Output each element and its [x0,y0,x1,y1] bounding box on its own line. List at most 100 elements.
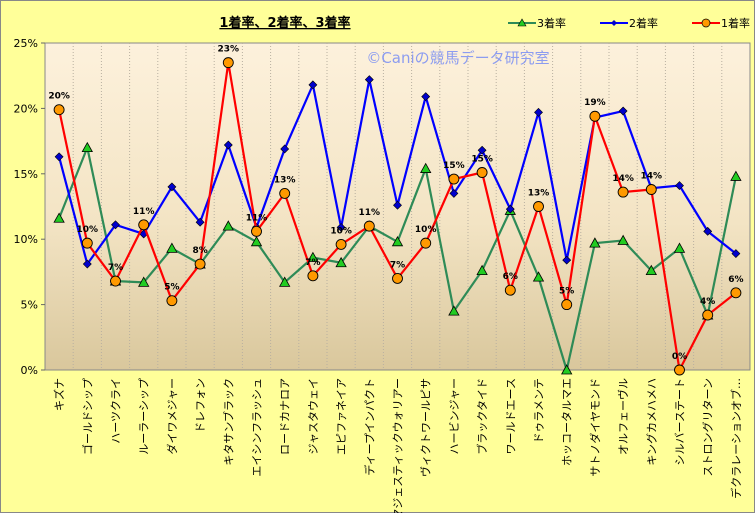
data-label: 8% [192,246,207,256]
watermark: ©Caniの競馬データ研究室 [366,49,549,67]
legend-label: 2着率 [629,16,658,30]
x-tick-label: マジェスティックウォリアー [392,378,405,513]
legend-diamond-icon [611,20,617,26]
data-point-triangle [166,242,178,253]
data-point-diamond [393,200,402,210]
x-tick-label: ダイワメジャー [165,378,179,454]
x-tick-label: ドレフォン [194,378,207,433]
data-point-circle [420,237,432,249]
x-tick-label: ロードカナロア [279,378,292,455]
data-point-triangle [391,235,404,247]
x-tick-label: キズナ [52,378,66,411]
data-point-diamond [618,106,628,116]
data-point-triangle [307,251,319,262]
data-point-circle [81,237,93,249]
data-label: 6% [503,272,518,282]
data-point-triangle [53,212,65,223]
data-label: 7% [108,263,123,273]
data-label: 10% [330,226,352,236]
x-tick-label: ハーツクライ [110,378,123,444]
data-label: 14% [641,171,663,181]
data-point-triangle [532,271,545,282]
data-point-circle [194,258,206,270]
data-label: 6% [728,275,743,285]
data-point-diamond [534,107,543,117]
x-tick-label: ストロングリターン [701,378,715,476]
data-point-circle [617,186,629,198]
data-point-circle [307,270,319,282]
data-point-circle [561,299,573,311]
x-tick-label: ジャスタウェイ [307,378,320,454]
data-point-circle [110,275,121,287]
data-point-circle [674,364,685,376]
x-tick-label: ハービンジャー [448,378,461,454]
data-label: 19% [584,98,606,108]
x-tick-label: キングカメハメハ [644,378,658,466]
x-tick-label: ヴィクトワールピサ [419,378,433,477]
data-label: 7% [390,260,405,270]
data-point-diamond [82,259,92,269]
data-point-diamond [223,140,233,150]
y-tick-label: 10% [14,233,38,246]
data-label: 13% [528,189,550,199]
legend-label: 3着率 [537,16,566,30]
x-tick-label: ゴールドシップ [80,378,94,455]
data-point-diamond [54,152,64,162]
x-tick-label: キタサンブラック [221,378,235,466]
data-point-circle [222,57,234,69]
x-tick-label: シルバーステート [674,378,687,465]
data-point-diamond [111,220,120,230]
data-point-diamond [731,249,741,259]
data-point-circle [645,184,657,195]
data-label: 20% [48,92,70,102]
data-label: 15% [443,161,465,171]
data-point-circle [702,309,714,321]
data-point-circle [448,173,460,185]
data-point-triangle [279,276,291,287]
legend-label: 1着率 [721,16,750,30]
data-point-diamond [703,226,713,236]
data-label: 23% [218,45,240,55]
data-label: 11% [133,207,155,217]
data-point-triangle [250,235,263,247]
data-point-circle [504,284,516,296]
data-point-triangle [420,162,432,173]
data-point-triangle [673,242,686,253]
data-point-diamond [449,188,459,198]
data-point-triangle [448,305,460,316]
data-point-triangle [335,256,347,268]
data-point-triangle [138,276,150,287]
x-tick-label: ホッコータルマエ [561,378,574,466]
data-label: 5% [559,287,574,297]
data-label: 11% [246,213,268,223]
x-tick-label: ブラックタイド [475,378,489,455]
x-tick-label: オルフェーヴル [616,378,630,455]
data-label: 4% [700,297,715,307]
data-point-diamond [195,217,205,227]
data-label: 15% [471,154,493,164]
data-point-circle [533,201,544,212]
data-point-circle [730,287,742,299]
y-tick-label: 15% [14,168,38,181]
data-point-diamond [562,255,572,265]
y-tick-label: 20% [14,102,38,115]
data-point-triangle [561,364,573,375]
x-tick-label: エピファネイア [335,378,348,455]
data-point-diamond [421,92,431,102]
data-label: 10% [415,225,437,235]
data-point-circle [138,219,150,231]
data-point-circle [363,220,375,232]
y-tick-label: 25% [14,37,38,50]
legend-triangle-icon [517,18,527,27]
data-point-triangle [645,264,657,275]
x-tick-label: ワールドエース [504,378,517,454]
data-label: 7% [305,258,320,268]
x-tick-label: サトノダイヤモンド [588,378,602,477]
data-point-circle [166,295,178,307]
chart-title: 1着率、2着率、3着率 [219,15,350,31]
data-point-circle [251,225,262,237]
data-point-diamond [336,223,346,232]
data-point-triangle [81,141,93,153]
y-tick-label: 0% [21,364,38,377]
